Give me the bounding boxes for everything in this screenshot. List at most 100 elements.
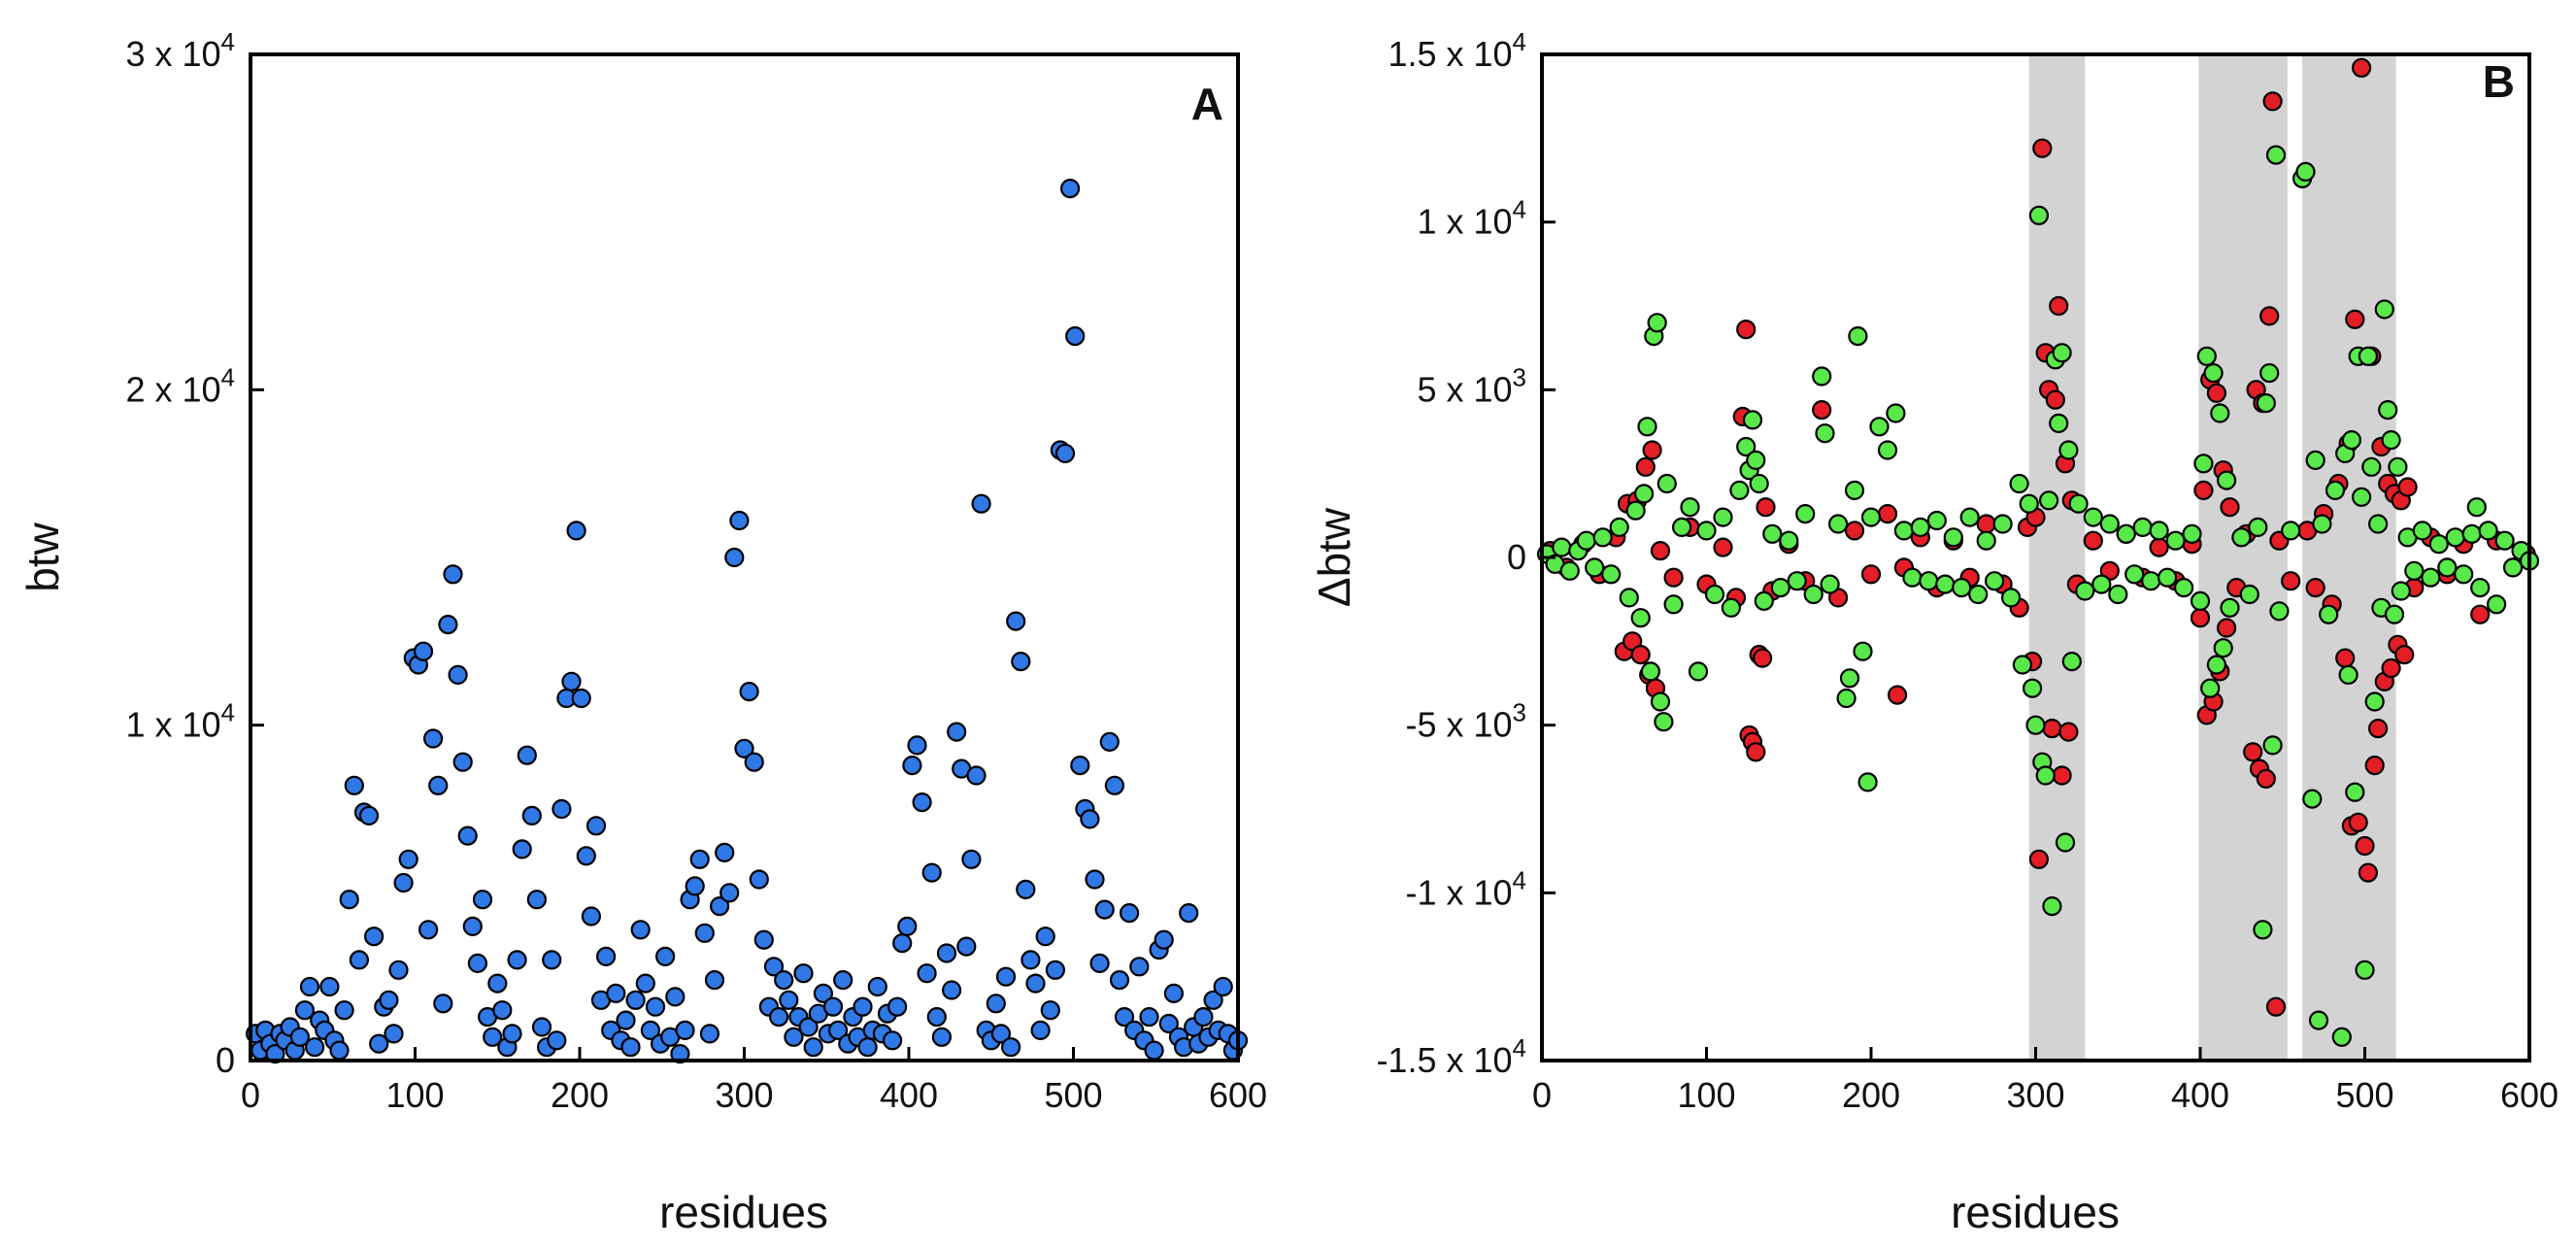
panel-b-point-green [2206,655,2226,675]
panel-b-point-red [1976,514,1996,534]
panel-a-point-btw [1016,879,1036,900]
panel-b-point-green [2001,588,2022,608]
panel-b-point-green [1910,517,1930,538]
panel-a: 0 100 200 300 400 500 600 0 1 x 104 2 x 104 3 x 10… [17,27,1267,1237]
panel-a-point-btw [492,1000,513,1021]
panel-b-point-green [1795,503,1816,524]
panel-a-point-btw [571,688,591,709]
panel-a-point-btw [616,1010,636,1030]
panel-a-point-btw [704,969,725,991]
panel-b-point-green [2099,514,2120,534]
panel-b-point-green [1919,571,1939,591]
panel-a-point-btw [640,1020,661,1041]
panel-b-point-red [2032,138,2053,158]
panel-a-point-btw [724,547,745,568]
panel-a-point-btw [912,792,932,813]
panel-b-point-green [2378,400,2398,421]
panel-a-y-tick-label: 1 x 104 [125,698,235,745]
panel-b-y-tick-label: 0 [1507,537,1526,577]
panel-b-point-red [2042,718,2062,739]
panel-a-point-btw [995,966,1017,987]
panel-a-x-tick-label: 200 [551,1075,609,1115]
panel-a-point-btw [926,1006,947,1028]
panel-a-point-btw [339,890,359,910]
panel-b-point-green [2391,581,2411,601]
panel-b-point-green [2132,517,2153,538]
panel-b-point-green [2217,470,2237,490]
panel-b-point-green [1886,403,1906,423]
panel-b-point-green [2210,403,2230,423]
panel-a-point-btw [483,1027,503,1047]
panel-a-point-btw [921,862,942,883]
panel-a-point-btw [1070,755,1090,776]
panel-a-point-btw [907,735,927,756]
panel-a-y-tick-label: 0 [216,1040,235,1080]
panel-a-point-btw [1035,927,1055,947]
panel-b-point-green [1585,557,1605,578]
panel-b-point-red [2368,718,2389,739]
panel-a-point-btw [329,1040,350,1061]
panel-b-point-green [2091,574,2112,594]
panel-b-point-green [2239,584,2259,605]
panel-b-point-red [1746,742,1766,762]
panel-a-point-btw [857,1037,878,1058]
panel-a-point-btw [1094,899,1115,920]
panel-a-point-btw [393,872,414,893]
panel-a-point-btw [822,996,844,1017]
panel-b-point-green [2338,664,2359,686]
panel-a-point-btw [931,1027,953,1047]
panel-b-point-green [2019,493,2039,514]
panel-b-point-green [1839,668,1860,689]
panel-b-point-red [1736,320,1756,340]
panel-a-point-btw [699,1024,720,1044]
panel-a-point-btw [294,1000,315,1021]
panel-b-point-red [1752,648,1773,668]
panel-b-x-tick-label: 400 [2171,1075,2229,1115]
panel-a-point-btw [433,994,453,1014]
panel-a-point-btw [645,996,666,1017]
panel-a-x-tick-label: 100 [385,1075,444,1115]
panel-b-point-green [2259,363,2280,384]
panel-a-point-btw [472,890,493,910]
panel-b-point-green [2345,782,2365,802]
panel-a-point-btw [1040,1000,1060,1021]
panel-b-point-red [2028,849,2049,869]
panel-a-point-btw [305,1037,325,1058]
panel-b-point-red [2381,657,2401,679]
panel-a-point-btw [1114,1006,1135,1028]
panel-a-point-btw [961,849,982,869]
panel-b-point-green [2305,450,2325,470]
panel-b-point-green [1869,417,1890,437]
panel-a-point-btw [917,963,937,984]
panel-b-point-green [2248,517,2268,538]
panel-b-point-green [2281,521,2301,541]
panel-b-point-green [1844,480,1865,500]
panel-b-point-green [2478,521,2498,541]
panel-b: 0 100 200 300 400 500 600 -1.5 x 104 -1 x 104 -5 … [1309,27,2559,1237]
panel-b-point-green [2368,514,2389,534]
panel-a-point-btw [798,1017,819,1037]
panel-a-point-btw [1203,990,1223,1010]
panel-b-point-red [2049,295,2069,317]
panel-b-point-red [2394,644,2415,665]
panel-b-point-green [1754,590,1774,612]
panel-b-point-green [2025,715,2046,735]
panel-b-point-green [1762,523,1783,544]
panel-b-y-tick-label: -1.5 x 104 [1376,1033,1526,1080]
panel-a-point-btw [1179,902,1199,924]
panel-a-point-btw [867,976,887,997]
panel-b-point-green [1976,530,1996,551]
panel-b-point-red [2352,57,2372,78]
panel-a-point-btw [398,849,418,869]
panel-a-point-btw [349,950,369,970]
panel-a-point-btw [774,969,794,991]
panel-a-point-btw [585,816,607,836]
panel-b-point-red [1650,540,1671,561]
panel-a-point-btw [448,664,468,686]
panel-a-point-btw [1011,651,1031,672]
panel-b-y-tick-label: 1 x 104 [1417,195,1526,242]
panel-b-point-green [2454,564,2474,585]
panel-a-point-btw [1139,1006,1159,1028]
panel-a-point-btw [443,564,463,585]
panel-a-point-btw [654,946,676,967]
